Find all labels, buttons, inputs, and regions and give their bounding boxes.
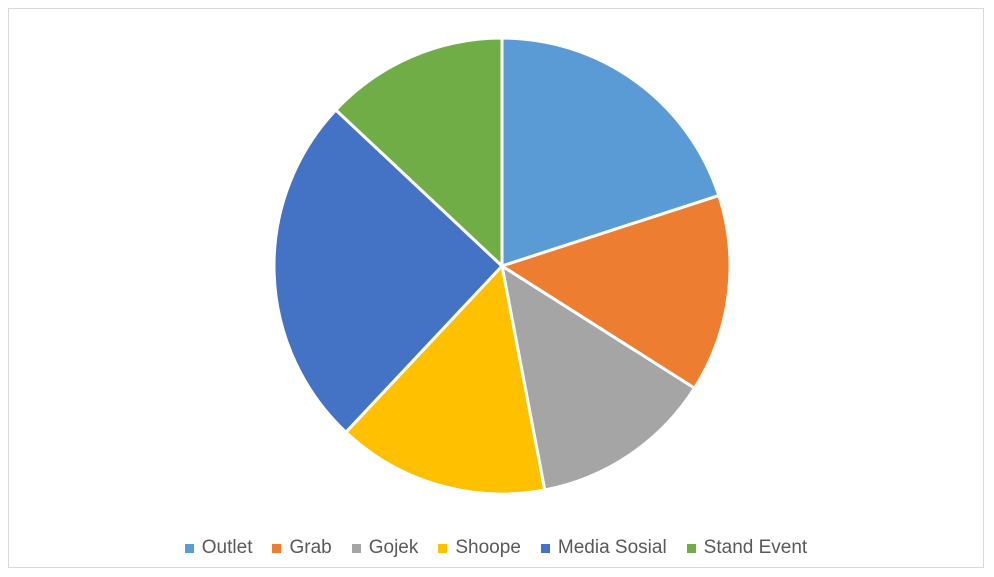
pie-slice-grab [500, 194, 732, 390]
legend-item-media-sosial: Media Sosial [540, 537, 667, 559]
legend-label-media-sosial: Media Sosial [557, 537, 667, 558]
legend-item-outlet: Outlet [184, 537, 253, 559]
legend-label-stand-event: Stand Event [703, 537, 808, 558]
pie-slice-stand-event [334, 36, 504, 268]
legend-item-stand-event: Stand Event [686, 537, 808, 559]
legend: Outlet Grab Gojek Shoope Media Sosial Stand E… [9, 537, 983, 559]
legend-swatch-media-sosial [540, 543, 550, 553]
legend-label-gojek: Gojek [368, 537, 419, 558]
legend-item-gojek: Gojek [351, 537, 419, 559]
legend-swatch-shoope [438, 543, 448, 553]
pie-slice-outlet [500, 36, 721, 268]
pie-slice-media-sosial [272, 108, 504, 434]
legend-item-shoope: Shoope [438, 537, 521, 559]
legend-label-shoope: Shoope [455, 537, 521, 558]
legend-item-grab: Grab [272, 537, 332, 559]
pie-chart [272, 36, 732, 496]
legend-label-grab: Grab [289, 537, 332, 558]
legend-swatch-stand-event [686, 543, 696, 553]
legend-swatch-gojek [351, 543, 361, 553]
legend-swatch-grab [272, 543, 282, 553]
legend-swatch-outlet [184, 543, 194, 553]
legend-label-outlet: Outlet [201, 537, 253, 558]
chart-area: Outlet Grab Gojek Shoope Media Sosial Stand E… [8, 8, 984, 568]
pie-slice-gojek [500, 264, 697, 492]
pie-slice-shoope [344, 264, 547, 496]
